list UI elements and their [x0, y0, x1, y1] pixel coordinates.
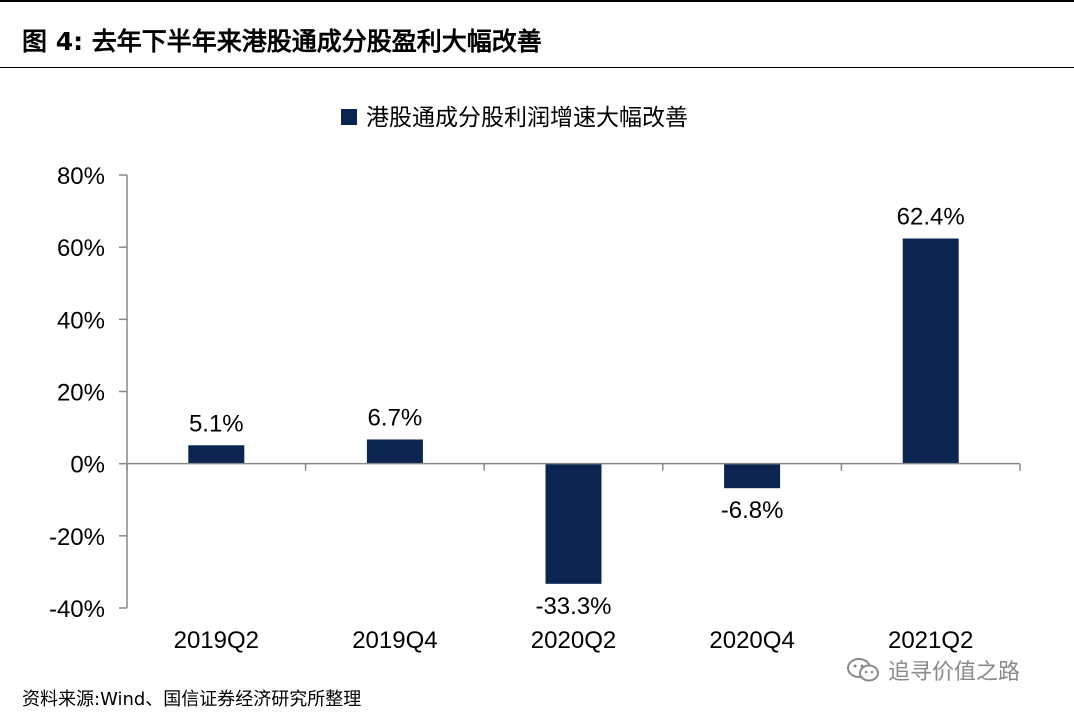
data-label: 6.7%: [368, 404, 423, 431]
y-tick-label: -40%: [49, 596, 105, 623]
y-tick-label: 20%: [57, 380, 105, 407]
source-note: 资料来源:Wind、国信证券经济研究所整理: [22, 689, 362, 710]
bar: [724, 463, 781, 489]
legend-label: 港股通成分股利润增速大幅改善: [366, 105, 688, 131]
x-tick-label: 2020Q2: [531, 627, 616, 654]
y-tick-label: 0%: [70, 452, 105, 479]
data-label: 62.4%: [897, 204, 965, 231]
x-tick-label: 2021Q2: [888, 627, 973, 654]
y-axis: 80% 60% 40% 20% 0% -20% -40%: [49, 163, 128, 623]
figure-header: 图 4: 去年下半年来港股通成分股盈利大幅改善: [0, 0, 1074, 68]
y-tick-label: -20%: [49, 524, 105, 551]
bar: [366, 439, 423, 464]
x-tick-label: 2019Q4: [352, 627, 437, 654]
watermark: 追寻价值之路: [846, 654, 1020, 686]
data-labels: 5.1% 6.7% -33.3% -6.8% 62.4%: [189, 204, 965, 620]
data-label: -33.3%: [535, 593, 611, 620]
data-label: 5.1%: [189, 410, 244, 437]
legend-swatch: [341, 109, 357, 125]
bars: [188, 238, 959, 584]
bar: [902, 238, 959, 464]
y-tick-label: 40%: [57, 307, 105, 334]
bar: [545, 463, 602, 584]
chart-legend: 港股通成分股利润增速大幅改善: [341, 105, 688, 131]
bar: [188, 445, 245, 464]
data-label: -6.8%: [721, 497, 784, 524]
figure-title: 图 4: 去年下半年来港股通成分股盈利大幅改善: [22, 27, 542, 56]
y-tick-label: 80%: [57, 163, 105, 190]
watermark-text: 追寻价值之路: [888, 660, 1021, 685]
x-tick-label: 2019Q2: [174, 627, 259, 654]
wechat-icon: [847, 658, 879, 682]
x-tick-label: 2020Q4: [709, 627, 794, 654]
y-tick-label: 60%: [57, 235, 105, 262]
x-axis: 2019Q2 2019Q4 2020Q2 2020Q4 2021Q2: [126, 462, 1021, 654]
